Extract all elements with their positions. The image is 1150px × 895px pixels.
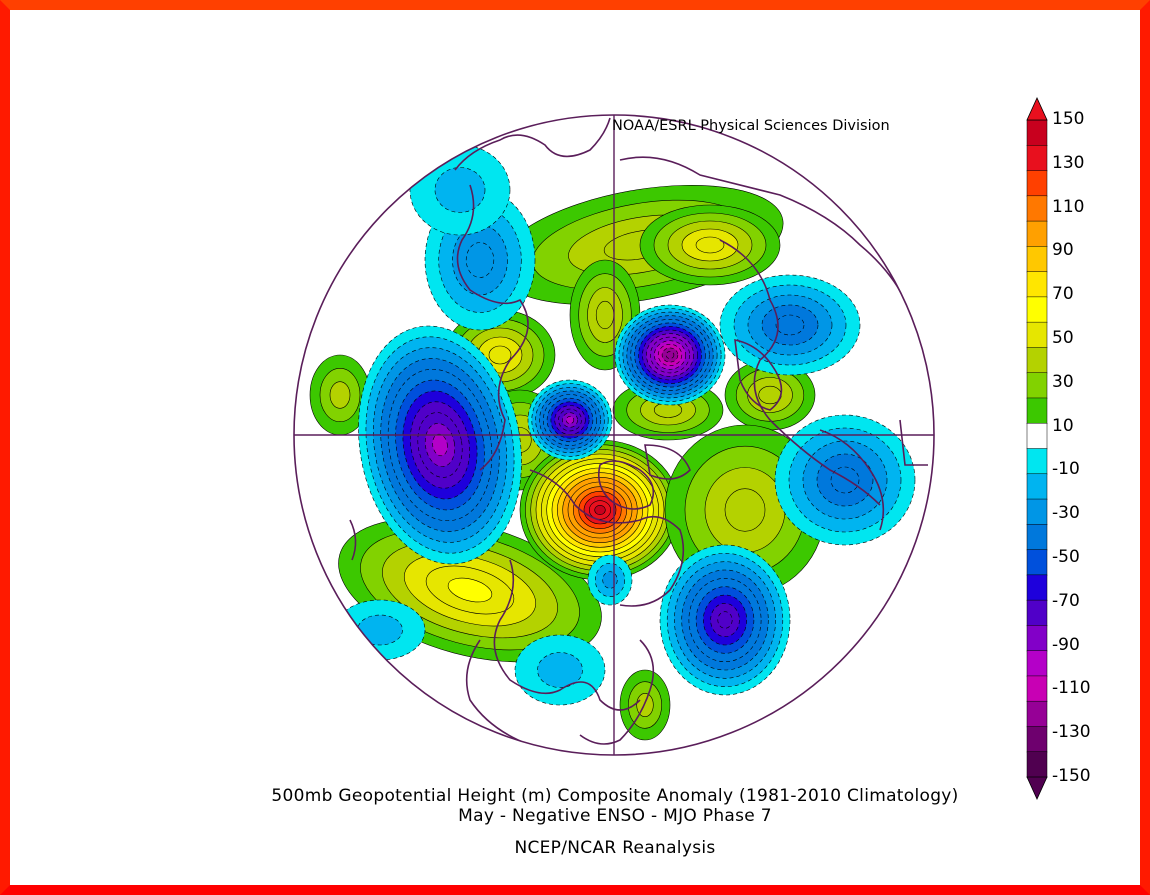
colorbar-top-arrow <box>1026 97 1048 121</box>
anomaly-center <box>514 634 606 706</box>
colorbar-swatch <box>1026 726 1048 753</box>
colorbar-swatch <box>1026 549 1048 576</box>
credit-text: NOAA/ESRL Physical Sciences Division <box>612 118 890 134</box>
colorbar-swatch <box>1026 119 1048 147</box>
colorbar-tick-label: -130 <box>1052 722 1091 743</box>
colorbar-swatch <box>1026 397 1048 424</box>
colorbar-swatch <box>1026 599 1048 627</box>
coastlines <box>349 117 928 746</box>
colorbar-swatch <box>1026 246 1048 273</box>
colorbar-tick-label: 130 <box>1052 152 1085 173</box>
anomaly-center <box>587 554 633 606</box>
anomaly-center <box>619 669 671 741</box>
anomaly-center <box>614 304 726 406</box>
colorbar-swatch <box>1026 751 1048 778</box>
colorbar-swatch <box>1026 195 1048 222</box>
colorbar-swatch <box>1026 145 1048 172</box>
colorbar-tick-label: -30 <box>1052 503 1080 524</box>
colorbar-tick-label: 30 <box>1052 371 1074 392</box>
map-subtitle: May - Negative ENSO - MJO Phase 7 <box>458 806 772 826</box>
anomaly-center <box>639 204 781 286</box>
colorbar-tick-label: 90 <box>1052 240 1074 261</box>
colorbar-tick-label: 10 <box>1052 415 1074 436</box>
colorbar-swatch <box>1026 220 1048 248</box>
colorbar-tick-label: 70 <box>1052 284 1074 305</box>
anomaly-center <box>309 354 371 436</box>
colorbar-swatch <box>1026 524 1048 551</box>
colorbar-swatch <box>1026 473 1048 500</box>
anomaly-center <box>659 544 791 696</box>
colorbar-bottom-arrow <box>1026 776 1048 800</box>
anomaly-center <box>527 379 613 461</box>
colorbar-swatch <box>1026 625 1048 652</box>
colorbar-swatch <box>1026 321 1048 349</box>
map-title: 500mb Geopotential Height (m) Composite … <box>271 786 959 806</box>
anomaly-center <box>774 414 916 546</box>
colorbar-swatch <box>1026 271 1048 298</box>
colorbar-swatch <box>1026 347 1048 374</box>
colorbar-swatch <box>1026 650 1048 677</box>
colorbar-swatch <box>1026 372 1048 399</box>
colorbar-tick-label: -110 <box>1052 678 1091 699</box>
colorbar-tick-label: -50 <box>1052 547 1080 567</box>
colorbar-tick-label: -150 <box>1052 766 1091 786</box>
colorbar-swatch <box>1026 422 1048 450</box>
source-text: NCEP/NCAR Reanalysis <box>514 838 716 858</box>
colorbar-swatch <box>1026 574 1048 601</box>
anomaly-center <box>719 274 861 376</box>
map-grid <box>294 115 934 755</box>
colorbar-tick-label: 150 <box>1052 109 1085 129</box>
colorbar-tick-label: -10 <box>1052 459 1080 480</box>
colorbar-tick-label: 50 <box>1052 328 1074 348</box>
anomaly-center <box>334 599 426 661</box>
colorbar-tick-label: -70 <box>1052 590 1080 611</box>
anomaly-center <box>409 144 511 236</box>
colorbar-swatch <box>1026 700 1048 728</box>
colorbar-swatch <box>1026 448 1048 475</box>
colorbar-swatch <box>1026 170 1048 197</box>
colorbar-tick-label: -90 <box>1052 634 1080 655</box>
colorbar-swatch <box>1026 675 1048 702</box>
map-boundary <box>293 114 935 756</box>
colorbar <box>1026 97 1048 800</box>
colorbar-swatch <box>1026 498 1048 526</box>
anomaly-field <box>309 144 916 741</box>
colorbar-swatch <box>1026 296 1048 323</box>
anomaly-center <box>358 325 522 565</box>
colorbar-tick-label: 110 <box>1052 196 1085 217</box>
